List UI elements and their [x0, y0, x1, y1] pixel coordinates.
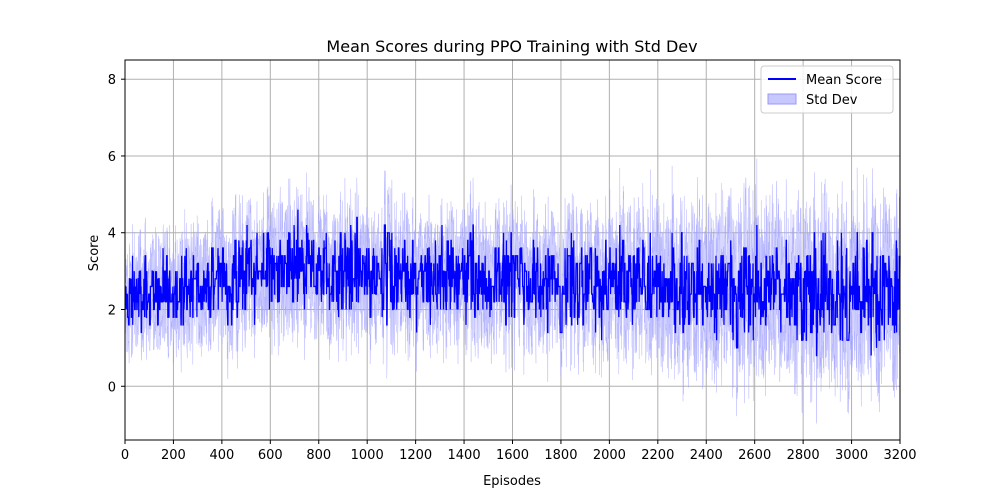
x-axis-label: Episodes — [483, 474, 541, 489]
x-tick-label: 800 — [306, 448, 331, 463]
x-tick-label: 1000 — [351, 448, 384, 463]
x-tick-label: 3000 — [835, 448, 868, 463]
x-tick-label: 2200 — [641, 448, 674, 463]
x-tick-label: 1200 — [399, 448, 432, 463]
x-axis-ticks: 0 200 400 600 800 1000 1200 1400 1600 1800 2000 220… — [121, 440, 917, 463]
chart-title: Mean Scores during PPO Training with Std… — [326, 37, 697, 56]
mean-score-path — [124, 209, 901, 357]
y-tick-label: 2 — [108, 303, 116, 318]
x-tick-label: 1800 — [544, 448, 577, 463]
legend-label-mean-score: Mean Score — [806, 73, 882, 88]
y-tick-label: 4 — [108, 227, 116, 242]
y-tick-label: 0 — [108, 380, 116, 395]
legend-label-std-dev: Std Dev — [806, 93, 858, 108]
x-tick-label: 1400 — [448, 448, 481, 463]
legend-band-swatch — [767, 93, 797, 105]
mean-score-line — [124, 209, 901, 357]
x-tick-label: 0 — [121, 448, 129, 463]
x-tick-label: 400 — [209, 448, 234, 463]
y-axis-label: Score — [87, 235, 102, 271]
x-tick-label: 2000 — [593, 448, 626, 463]
x-tick-label: 200 — [161, 448, 186, 463]
y-tick-label: 8 — [108, 73, 116, 88]
x-tick-label: 2400 — [690, 448, 723, 463]
x-tick-label: 2600 — [738, 448, 771, 463]
x-tick-label: 3200 — [883, 448, 916, 463]
x-tick-label: 1600 — [496, 448, 529, 463]
y-axis-ticks: 0 2 4 6 8 — [108, 73, 125, 395]
x-tick-label: 600 — [258, 448, 283, 463]
x-tick-label: 2800 — [787, 448, 820, 463]
y-tick-label: 6 — [108, 150, 116, 165]
legend: Mean Score Std Dev — [760, 65, 894, 114]
